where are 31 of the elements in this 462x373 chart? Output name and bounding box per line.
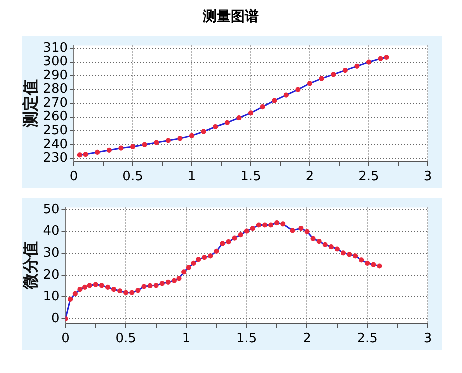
y-tick-label: 310 <box>43 40 68 56</box>
x-tick-label: 0.5 <box>116 332 136 347</box>
x-tick-label: 3 <box>424 332 432 347</box>
y-axis-title: 微分值 <box>20 242 40 291</box>
x-tick-label: 0 <box>70 170 78 185</box>
x-tick-label: 1 <box>182 332 191 347</box>
x-tick-label: 2.5 <box>357 332 378 347</box>
y-tick-label: 280 <box>43 82 68 98</box>
y-tick-label: 260 <box>43 110 68 125</box>
y-tick-label: 20 <box>43 268 60 283</box>
x-tick-label: 1.5 <box>240 170 262 185</box>
y-tick-label: 300 <box>43 54 68 70</box>
chart-title: 测量图谱 <box>202 8 260 26</box>
x-tick-label: 2 <box>303 332 312 347</box>
y-tick-label: 240 <box>43 137 68 152</box>
y-tick-label: 40 <box>43 224 60 240</box>
x-tick-label: 1.5 <box>236 332 258 347</box>
y-tick-label: 10 <box>43 290 60 305</box>
y-axis-title: 测定值 <box>20 80 40 129</box>
y-tick-label: 270 <box>43 96 68 111</box>
y-tick-label: 250 <box>43 124 68 138</box>
x-tick-label: 0.5 <box>122 170 144 185</box>
x-tick-label: 2 <box>306 170 314 185</box>
x-tick-label: 2.5 <box>358 170 380 185</box>
x-tick-label: 1 <box>188 170 196 185</box>
y-tick-label: 50 <box>43 202 60 218</box>
x-tick-label: 3 <box>424 170 432 185</box>
y-tick-label: 230 <box>43 151 68 166</box>
y-tick-label: 290 <box>43 68 68 84</box>
y-tick-label: 30 <box>43 246 60 261</box>
y-tick-label: 0 <box>51 311 60 326</box>
